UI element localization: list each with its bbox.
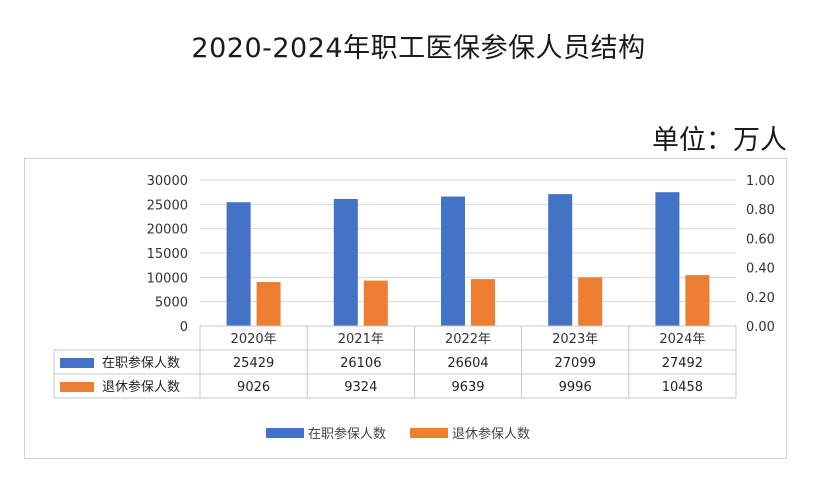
- y-tick-label: 10000: [147, 271, 188, 286]
- bar-in-service: [226, 202, 251, 326]
- bar-retired: [471, 279, 495, 326]
- y-tick-label: 25000: [147, 198, 188, 213]
- bar-in-service: [548, 194, 573, 326]
- y-tick-label: 0: [180, 320, 188, 335]
- legend-swatch: [266, 428, 304, 438]
- category-label: 2023年: [552, 332, 598, 347]
- y-tick-label: 5000: [155, 296, 188, 311]
- legend-label: 在职参保人数: [308, 426, 386, 442]
- table-cell-value: 9324: [344, 380, 377, 395]
- category-label: 2021年: [338, 332, 384, 347]
- unit-label: 单位：万人: [652, 125, 787, 156]
- y2-tick-label: 0.60: [746, 232, 775, 247]
- y2-tick-label: 1.00: [746, 174, 775, 189]
- page-title: 2020-2024年职工医保参保人员结构: [191, 33, 646, 64]
- table-cell-value: 27099: [555, 356, 596, 371]
- y-tick-label: 30000: [147, 174, 188, 189]
- table-cell-value: 10458: [662, 380, 703, 395]
- chart-frame: [24, 158, 787, 459]
- table-series-swatch: [60, 358, 94, 368]
- table-series-name: 在职参保人数: [102, 355, 180, 371]
- bar-retired: [363, 280, 388, 326]
- category-label: 2024年: [659, 332, 705, 347]
- y-axis-left: 0 5000 10000 15000 20000 25000 30000: [147, 174, 188, 335]
- y-tick-label: 20000: [147, 223, 188, 238]
- gridlines: [200, 179, 736, 303]
- table-cell-value: 9026: [237, 380, 270, 395]
- bar-retired: [685, 275, 710, 326]
- table-cell-value: 27492: [662, 356, 703, 371]
- legend-swatch: [410, 428, 448, 438]
- table-series-swatch: [60, 382, 94, 392]
- table-series-name: 退休参保人数: [102, 379, 180, 395]
- bar-retired: [256, 282, 281, 326]
- y2-tick-label: 0.80: [746, 203, 775, 218]
- y2-tick-label: 0.00: [746, 320, 775, 335]
- y2-tick-label: 0.40: [746, 262, 775, 277]
- bar-in-service: [441, 196, 465, 326]
- bars: [226, 192, 710, 326]
- category-label: 2020年: [231, 332, 277, 347]
- y2-tick-label: 0.20: [746, 291, 775, 306]
- y-tick-label: 15000: [147, 247, 188, 262]
- table-cell-value: 26604: [447, 356, 488, 371]
- table-cell-value: 26106: [340, 356, 381, 371]
- table-cell-value: 25429: [233, 356, 274, 371]
- category-label: 2022年: [445, 332, 491, 347]
- legend-label: 退休参保人数: [452, 426, 530, 442]
- table-cell-value: 9639: [451, 380, 484, 395]
- bar-retired: [578, 277, 603, 326]
- table-cell-value: 9996: [559, 380, 592, 395]
- bar-in-service: [655, 192, 680, 326]
- y-axis-right: 0.00 0.20 0.40 0.60 0.80 1.00: [746, 174, 775, 335]
- legend: 在职参保人数 退休参保人数: [266, 426, 530, 442]
- bar-in-service: [333, 198, 358, 326]
